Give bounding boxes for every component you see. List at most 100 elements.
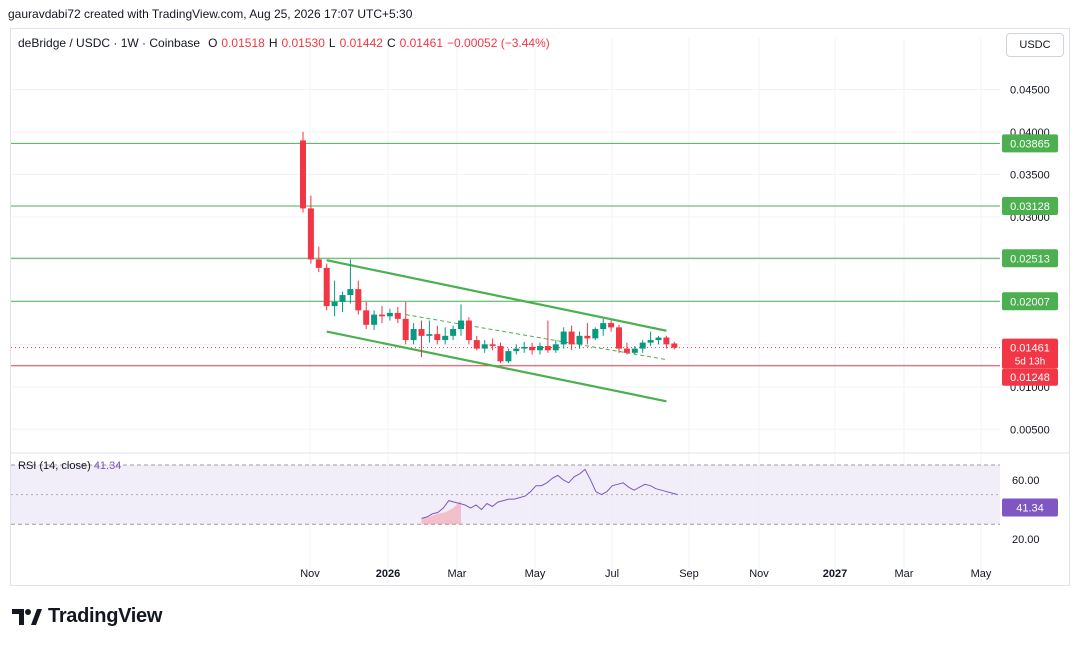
y-tick-label: 0.04500 bbox=[1010, 84, 1050, 96]
symbol-label[interactable]: deBridge / USDC · 1W · Coinbase bbox=[18, 36, 201, 50]
support-label: 0.01248 bbox=[1010, 372, 1050, 384]
candle-body bbox=[347, 289, 354, 296]
price-level-badge bbox=[1002, 134, 1058, 153]
candle-body bbox=[639, 342, 646, 349]
price-level-label: 0.03865 bbox=[1010, 138, 1050, 150]
candle-body bbox=[394, 312, 401, 319]
candle-body bbox=[458, 320, 464, 330]
rsi-label[interactable]: RSI (14, close) bbox=[18, 460, 91, 472]
candle-body bbox=[592, 329, 599, 339]
candle-body bbox=[544, 346, 551, 351]
open-label: O bbox=[208, 36, 218, 50]
candle-body bbox=[616, 327, 622, 349]
rsi-band bbox=[11, 464, 1000, 525]
price-level-label: 0.02513 bbox=[1010, 253, 1050, 265]
header-meta: gauravdabi72 created with TradingView.co… bbox=[8, 7, 413, 21]
high-label: H bbox=[268, 36, 278, 50]
tradingview-logo-text: TradingView bbox=[48, 605, 163, 627]
rsi-axis-label: 60.00 bbox=[1012, 475, 1040, 487]
y-tick-label: 0.00500 bbox=[1010, 424, 1050, 436]
candle-body bbox=[465, 320, 472, 341]
channel-lower-line bbox=[326, 330, 667, 403]
price-level-badge bbox=[1002, 292, 1058, 311]
x-tick-label: May bbox=[971, 568, 992, 580]
candle-body bbox=[323, 267, 330, 307]
candle-body bbox=[505, 351, 512, 362]
candle-body bbox=[481, 344, 488, 349]
support-badge bbox=[1002, 368, 1058, 386]
price-level-badge bbox=[1002, 249, 1058, 268]
candle-body bbox=[307, 208, 314, 260]
price-level-label: 0.02007 bbox=[1010, 296, 1050, 308]
candle-body bbox=[631, 348, 638, 353]
candle-body bbox=[363, 310, 370, 325]
close-label: C bbox=[386, 36, 396, 50]
low-value: 0.01442 bbox=[339, 36, 383, 50]
candle-body bbox=[521, 346, 528, 349]
change-value: −0.00052 (−3.44%) bbox=[447, 36, 550, 50]
currency-button[interactable]: USDC bbox=[1006, 33, 1064, 57]
candle-body bbox=[552, 344, 559, 351]
candle-body bbox=[568, 331, 575, 345]
rsi-axis-label: 20.00 bbox=[1012, 534, 1040, 546]
countdown-label: 5d 13h bbox=[1015, 357, 1046, 368]
candle-body bbox=[513, 348, 520, 352]
candle-body bbox=[671, 343, 678, 348]
candle-body bbox=[655, 337, 662, 341]
candle-body bbox=[442, 335, 449, 341]
candle-body bbox=[529, 346, 536, 351]
candle-body bbox=[497, 346, 504, 362]
candle-body bbox=[608, 323, 615, 328]
rsi-line bbox=[421, 468, 678, 519]
channel-mid-line bbox=[405, 314, 667, 361]
rsi-legend: RSI (14, close) 41.34 bbox=[18, 460, 121, 472]
rsi-oversold-fill bbox=[421, 500, 461, 525]
rsi-badge bbox=[1002, 498, 1058, 517]
symbol-legend: deBridge / USDC · 1W · Coinbase O 0.01518… bbox=[18, 36, 550, 50]
price-level-label: 0.03128 bbox=[1010, 201, 1050, 213]
candle-body bbox=[584, 335, 591, 339]
candle-body bbox=[339, 295, 346, 302]
rsi-badge-label: 41.34 bbox=[1016, 502, 1044, 514]
low-label: L bbox=[328, 36, 336, 50]
tradingview-logo[interactable]: TradingView bbox=[10, 605, 162, 628]
candle-body bbox=[418, 329, 425, 336]
current-price-badge bbox=[1002, 338, 1058, 369]
candle-body bbox=[371, 314, 378, 325]
tradingview-logo-icon bbox=[12, 608, 42, 625]
candle-body bbox=[600, 323, 607, 330]
close-value: 0.01461 bbox=[399, 36, 444, 50]
candle-body bbox=[623, 348, 630, 353]
x-tick-label: Jul bbox=[605, 568, 619, 580]
x-tick-label: 2026 bbox=[376, 568, 400, 580]
candle-body bbox=[473, 340, 480, 349]
x-tick-label: May bbox=[525, 568, 546, 580]
x-tick-label: Nov bbox=[749, 568, 769, 580]
candle-body bbox=[450, 329, 457, 336]
candle-body bbox=[647, 340, 654, 343]
rsi-value: 41.34 bbox=[93, 460, 122, 472]
candle-body bbox=[560, 331, 567, 345]
candle-body bbox=[379, 314, 385, 317]
candle-body bbox=[576, 335, 583, 345]
x-tick-label: Sep bbox=[679, 568, 699, 580]
x-tick-label: Mar bbox=[448, 568, 467, 580]
candle-body bbox=[537, 346, 543, 351]
candle-body bbox=[315, 259, 322, 268]
x-tick-label: Nov bbox=[300, 568, 320, 580]
y-tick-label: 0.03500 bbox=[1010, 169, 1050, 181]
high-value: 0.01530 bbox=[281, 36, 325, 50]
candle-body bbox=[300, 140, 306, 209]
open-value: 0.01518 bbox=[221, 36, 265, 50]
candle-body bbox=[355, 289, 362, 311]
x-tick-label: 2027 bbox=[823, 568, 847, 580]
candle-body bbox=[331, 301, 338, 307]
candle-body bbox=[386, 312, 393, 317]
candle-body bbox=[402, 318, 409, 341]
current-price-label: 0.01461 bbox=[1010, 343, 1050, 355]
price-level-badge bbox=[1002, 197, 1058, 216]
candle-body bbox=[410, 329, 417, 341]
x-tick-label: Mar bbox=[895, 568, 914, 580]
candle-body bbox=[426, 334, 433, 336]
